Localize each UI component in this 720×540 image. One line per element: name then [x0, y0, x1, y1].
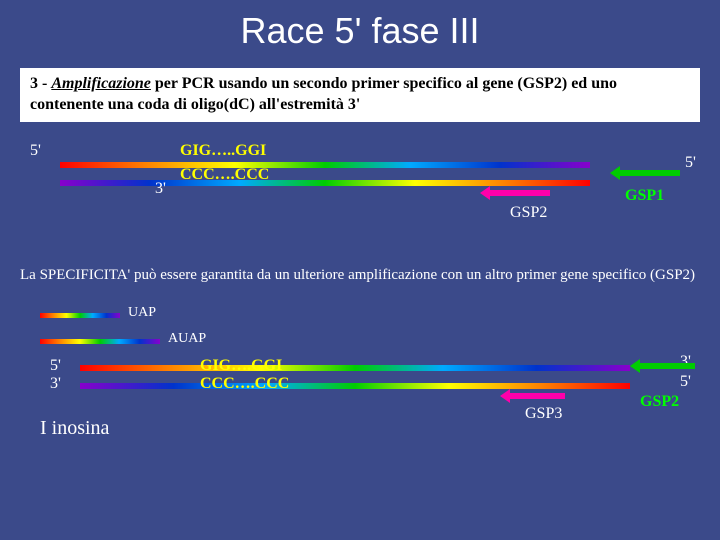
page-title: Race 5' fase III — [0, 0, 720, 52]
gsp2-arrow — [490, 190, 550, 196]
gig-seq-1: GIG…..GGI — [180, 142, 266, 160]
subtitle-amp: Amplificazione — [51, 75, 151, 92]
specificity-text: La SPECIFICITA' può essere garantita da … — [20, 266, 700, 286]
five-prime-left-1: 5' — [30, 142, 41, 160]
auap-bar — [40, 339, 160, 344]
ccc-seq-1: CCC….CCC — [180, 166, 269, 184]
diagram-2: UAP AUAP 5' 3' GIG….GGI CCC….CCC 3' 5' G… — [0, 295, 720, 445]
bottom-strand-2 — [80, 383, 630, 389]
top-strand-2 — [80, 365, 630, 371]
gsp2-label-2: GSP2 — [640, 393, 679, 411]
gsp1-label: GSP1 — [625, 187, 664, 205]
inosina-label: I inosina — [40, 417, 109, 440]
subtitle-block: 3 - Amplificazione per PCR usando un sec… — [20, 68, 700, 122]
three-prime-left-2: 3' — [50, 375, 61, 393]
gsp1-arrow — [620, 170, 680, 176]
diagram-1: 5' GIG…..GGI CCC….CCC 3' 5' GSP1 GSP2 — [0, 132, 720, 252]
gsp2-label-1: GSP2 — [510, 204, 547, 222]
uap-bar — [40, 313, 120, 318]
ccc-seq-2: CCC….CCC — [200, 375, 289, 393]
uap-label: UAP — [128, 305, 156, 321]
auap-label: AUAP — [168, 331, 206, 347]
three-prime-left-1: 3' — [155, 180, 166, 198]
five-prime-right-2: 5' — [680, 373, 691, 391]
gsp3-label: GSP3 — [525, 405, 562, 423]
five-prime-right-1: 5' — [685, 154, 696, 172]
gig-seq-2: GIG….GGI — [200, 357, 282, 375]
five-prime-left-2: 5' — [50, 357, 61, 375]
top-strand-1 — [60, 162, 590, 168]
gsp2-arrow-2 — [640, 363, 695, 369]
gsp3-arrow — [510, 393, 565, 399]
bottom-strand-1 — [60, 180, 590, 186]
subtitle-prefix: 3 - — [30, 75, 51, 92]
